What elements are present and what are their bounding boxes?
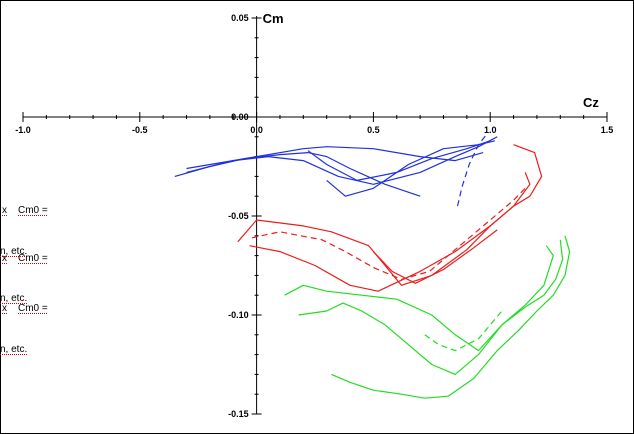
side-note-x-1: x <box>2 205 7 216</box>
x-ticks: -1.0 -0.5 0.0 0.5 1.0 1.5 <box>15 112 613 135</box>
series-line-11 <box>284 245 554 352</box>
series-line-9 <box>251 187 526 280</box>
series-line-14 <box>424 310 503 352</box>
x-tick-label: -1.0 <box>15 125 31 135</box>
y-tick-label: 0.05 <box>231 13 249 23</box>
side-note-cm0-3: Cm0 = <box>18 303 48 314</box>
y-tick-label: -0.05 <box>228 211 249 221</box>
series-group <box>174 132 571 399</box>
side-note-cm0-1: Cm0 = <box>18 205 48 216</box>
side-note-etc-3: n, etc. <box>0 344 28 355</box>
side-note-x-3: x <box>2 303 7 314</box>
y-tick-label: 0.00 <box>231 112 249 122</box>
x-tick-label: 0.0 <box>250 125 263 135</box>
x-tick-label: 1.5 <box>601 125 614 135</box>
series-line-13 <box>331 235 571 399</box>
y-axis-title: Cm <box>263 11 284 26</box>
x-tick-label: 0.5 <box>367 125 380 135</box>
side-note-etc-1: n, etc. <box>0 246 28 257</box>
series-line-3 <box>186 146 484 170</box>
x-axis-title: Cz <box>583 95 599 110</box>
side-note-x-2: x <box>2 253 7 264</box>
series-line-5 <box>326 140 496 197</box>
series-line-7 <box>249 144 543 292</box>
x-tick-label: 1.0 <box>484 125 497 135</box>
series-line-10 <box>372 229 498 284</box>
side-note-cm0-2: Cm0 = <box>18 253 48 264</box>
series-line-12 <box>298 239 564 375</box>
axes: -1.0 -0.5 0.0 0.5 1.0 1.5 0.05 0.00 -0.05 -0.10 -… <box>15 11 613 419</box>
x-tick-label: -0.5 <box>132 125 148 135</box>
side-note-etc-2: n, etc. <box>0 293 28 304</box>
series-line-1 <box>174 152 421 197</box>
y-tick-label: -0.10 <box>228 310 249 320</box>
series-line-6 <box>456 132 489 207</box>
series-line-8 <box>237 172 531 286</box>
y-tick-label: -0.15 <box>228 409 249 419</box>
